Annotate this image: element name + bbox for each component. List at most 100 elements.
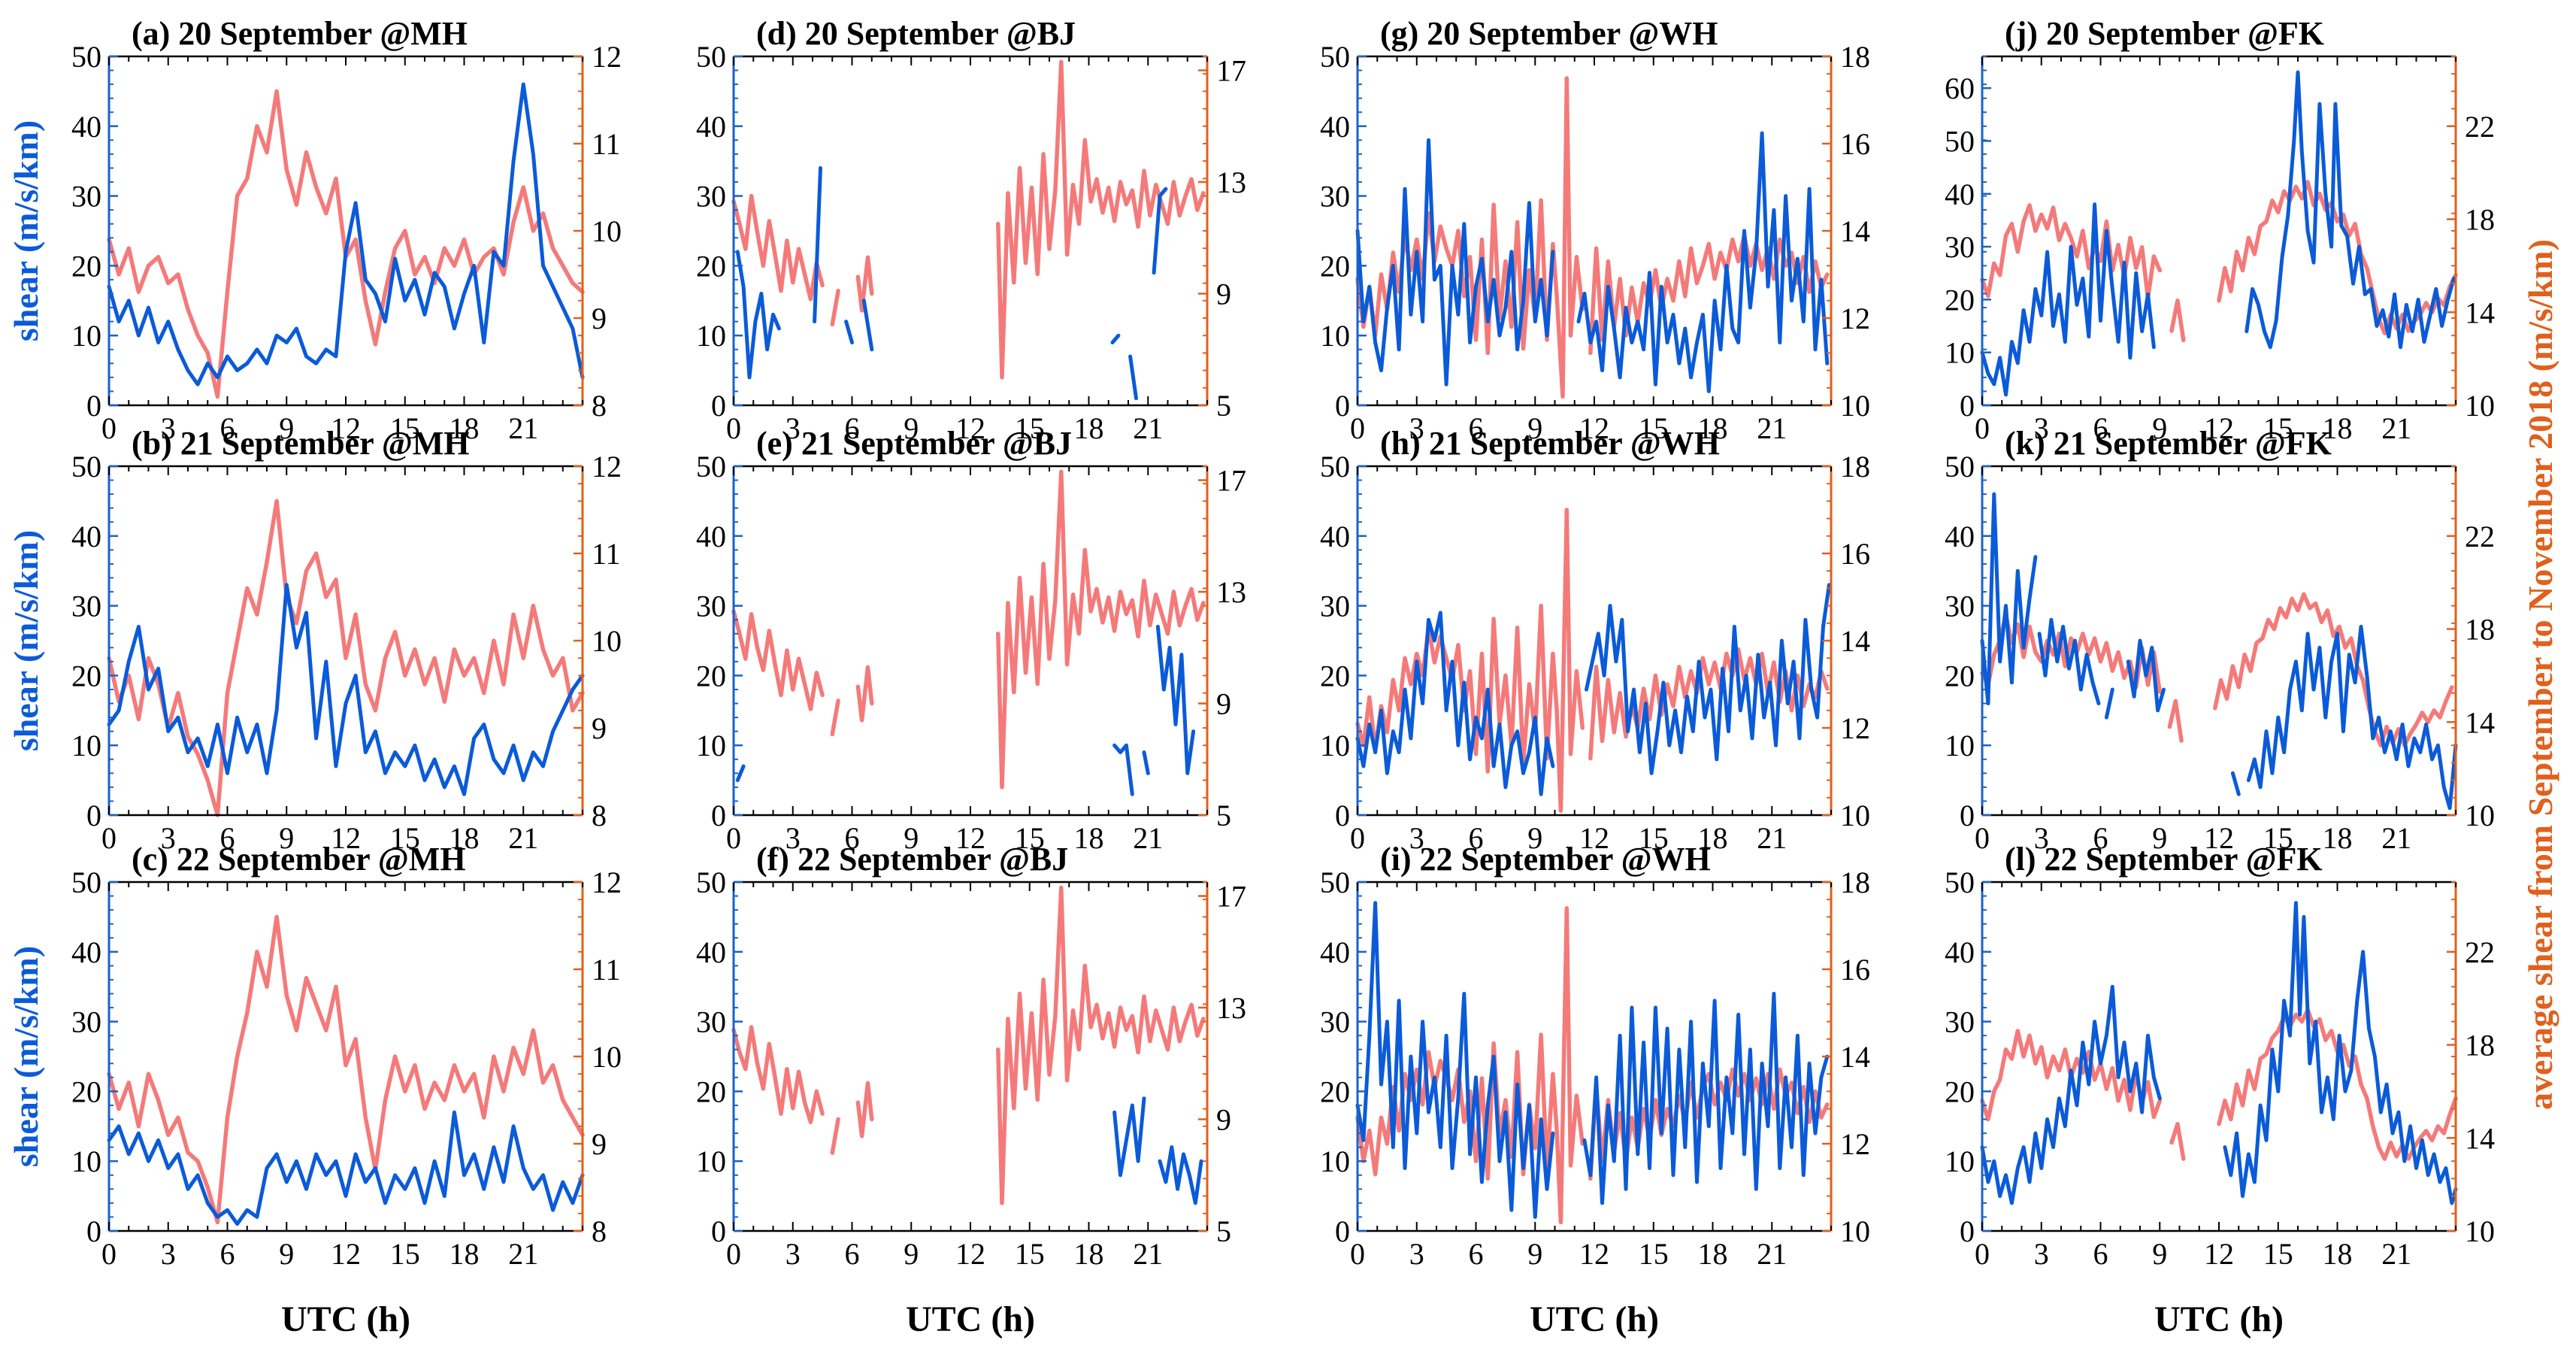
left-tick-label-a-30: 30 [71,180,101,214]
left-tick-label-f-20: 20 [696,1075,726,1108]
shear-line-f-0 [1112,1096,1146,1178]
right-tick-label-b-8: 8 [592,799,607,832]
x-tick-label-g-21: 21 [1757,411,1787,445]
shear-line-k-3 [2126,638,2166,713]
shear-line-e-1 [1112,743,1134,796]
right-tick-label-d-5: 5 [1216,389,1231,423]
average-line-e-3 [996,469,1206,790]
left-tick-label-a-20: 20 [71,249,101,283]
x-tick-label-a-15: 15 [390,411,420,445]
left-tick-label-f-50: 50 [696,865,726,899]
panel-title-l: (l) 22 September @FK [2005,841,2323,878]
left-tick-label-f-0: 0 [711,1214,726,1248]
left-tick-label-i-40: 40 [1320,935,1350,969]
average-line-j-0 [1980,203,2163,301]
left-tick-label-k-50: 50 [1945,450,1975,484]
shear-line-d-5 [1128,354,1138,401]
shear-line-j-0 [1980,202,2156,397]
shear-line-e-2 [1142,750,1150,775]
x-tick-label-i-3: 3 [1409,1237,1424,1271]
left-tick-label-h-30: 30 [1320,590,1350,623]
left-tick-label-l-30: 30 [1945,1005,1975,1039]
x-tick-label-g-18: 18 [1698,411,1728,445]
right-tick-label-i-18: 18 [1840,865,1870,899]
x-tick-label-j-9: 9 [2152,411,2167,445]
panel-l: 0 3 6 9 12 15 18 21 0 10 20 30 40 50 10 14 18 22 (l) 22 Se… [1945,841,2495,1271]
left-tick-label-i-30: 30 [1320,1005,1350,1039]
average-line-e-1 [830,699,840,737]
shear-line-d-2 [844,320,854,344]
left-tick-label-j-60: 60 [1945,71,1975,105]
average-line-l-1 [2169,1121,2186,1161]
x-tick-label-d-3: 3 [786,411,801,445]
left-tick-label-e-40: 40 [696,520,726,553]
shear-line-k-2 [2104,687,2114,720]
x-tick-label-g-0: 0 [1350,411,1365,445]
x-tick-label-a-6: 6 [220,411,235,445]
right-tick-label-a-9: 9 [592,302,607,335]
right-tick-label-b-11: 11 [592,537,621,571]
shear-line-g-1 [1576,131,1830,393]
x-tick-label-e-0: 0 [726,821,741,855]
shear-line-c-0 [107,1110,585,1226]
panel-title-b: (b) 21 September @MH [132,425,470,462]
y-axis-label-left-0: shear (m/s/km) [7,120,45,341]
panel-j: 0 3 6 9 12 15 18 21 0 10 20 30 40 50 60 10 14 18 22 (j) 20 … [1945,15,2495,445]
right-tick-label-b-12: 12 [592,450,622,484]
left-tick-label-k-10: 10 [1945,729,1975,762]
left-tick-label-c-0: 0 [86,1214,101,1248]
left-tick-label-g-30: 30 [1320,180,1350,214]
x-tick-label-b-12: 12 [331,821,361,855]
left-tick-label-c-40: 40 [71,935,101,969]
x-axis-label-1: UTC (h) [906,1299,1035,1339]
x-tick-label-k-3: 3 [2034,821,2049,855]
x-tick-label-c-6: 6 [220,1237,235,1271]
x-tick-label-b-0: 0 [101,821,117,855]
x-tick-label-i-15: 15 [1639,1237,1669,1271]
left-tick-label-f-10: 10 [696,1144,726,1178]
left-tick-label-i-20: 20 [1320,1075,1350,1108]
panel-k: 0 3 6 9 12 15 18 21 0 10 20 30 40 50 10 14 18 22 (k) 21 Se… [1945,425,2495,855]
right-tick-label-i-14: 14 [1840,1040,1870,1074]
shear-line-k-5 [2246,624,2458,811]
left-tick-label-d-10: 10 [696,319,726,353]
left-tick-label-j-0: 0 [1960,389,1975,423]
left-tick-label-d-40: 40 [696,110,726,144]
average-line-k-0 [1980,613,2163,694]
right-tick-label-a-12: 12 [592,40,622,74]
right-tick-label-f-9: 9 [1216,1103,1231,1137]
x-tick-label-j-3: 3 [2034,411,2049,445]
right-tick-label-g-12: 12 [1840,302,1870,335]
panel-c: 0 3 6 9 12 15 18 21 0 10 20 30 40 50 8 9 10 11 12 (c) 22 Se… [71,841,622,1271]
x-tick-label-h-0: 0 [1350,821,1365,855]
left-tick-label-b-0: 0 [86,799,101,832]
right-tick-label-f-5: 5 [1216,1214,1231,1248]
left-tick-label-g-20: 20 [1320,249,1350,283]
x-tick-label-k-21: 21 [2381,821,2411,855]
x-tick-label-f-3: 3 [786,1237,801,1271]
x-tick-label-b-6: 6 [220,821,235,855]
shear-line-l-1 [2223,901,2458,1205]
shear-line-k-1 [2037,617,2101,705]
x-tick-label-k-9: 9 [2152,821,2167,855]
shear-line-d-3 [861,299,874,352]
panel-title-i: (i) 22 September @WH [1380,841,1711,878]
shear-line-i-1 [1582,992,1830,1205]
left-tick-label-a-40: 40 [71,110,101,144]
right-tick-label-c-9: 9 [592,1127,607,1161]
panel-h: 0 3 6 9 12 15 18 21 0 10 20 30 40 50 10 12 14 16 18 (h) 21 … [1320,425,1870,855]
average-line-f-0 [731,1025,825,1124]
x-tick-label-i-12: 12 [1579,1237,1609,1271]
left-tick-label-k-20: 20 [1945,659,1975,693]
right-tick-label-h-12: 12 [1840,711,1870,745]
right-tick-label-a-11: 11 [592,127,621,161]
x-tick-label-l-15: 15 [2263,1237,2293,1271]
x-tick-label-f-9: 9 [904,1237,919,1271]
x-tick-label-l-3: 3 [2034,1237,2049,1271]
left-tick-label-i-50: 50 [1320,865,1350,899]
x-tick-label-c-9: 9 [279,1237,294,1271]
left-tick-label-b-10: 10 [71,729,101,762]
average-line-b-0 [107,499,585,817]
right-tick-label-j-10: 10 [2465,389,2495,423]
left-tick-label-e-0: 0 [711,799,726,832]
